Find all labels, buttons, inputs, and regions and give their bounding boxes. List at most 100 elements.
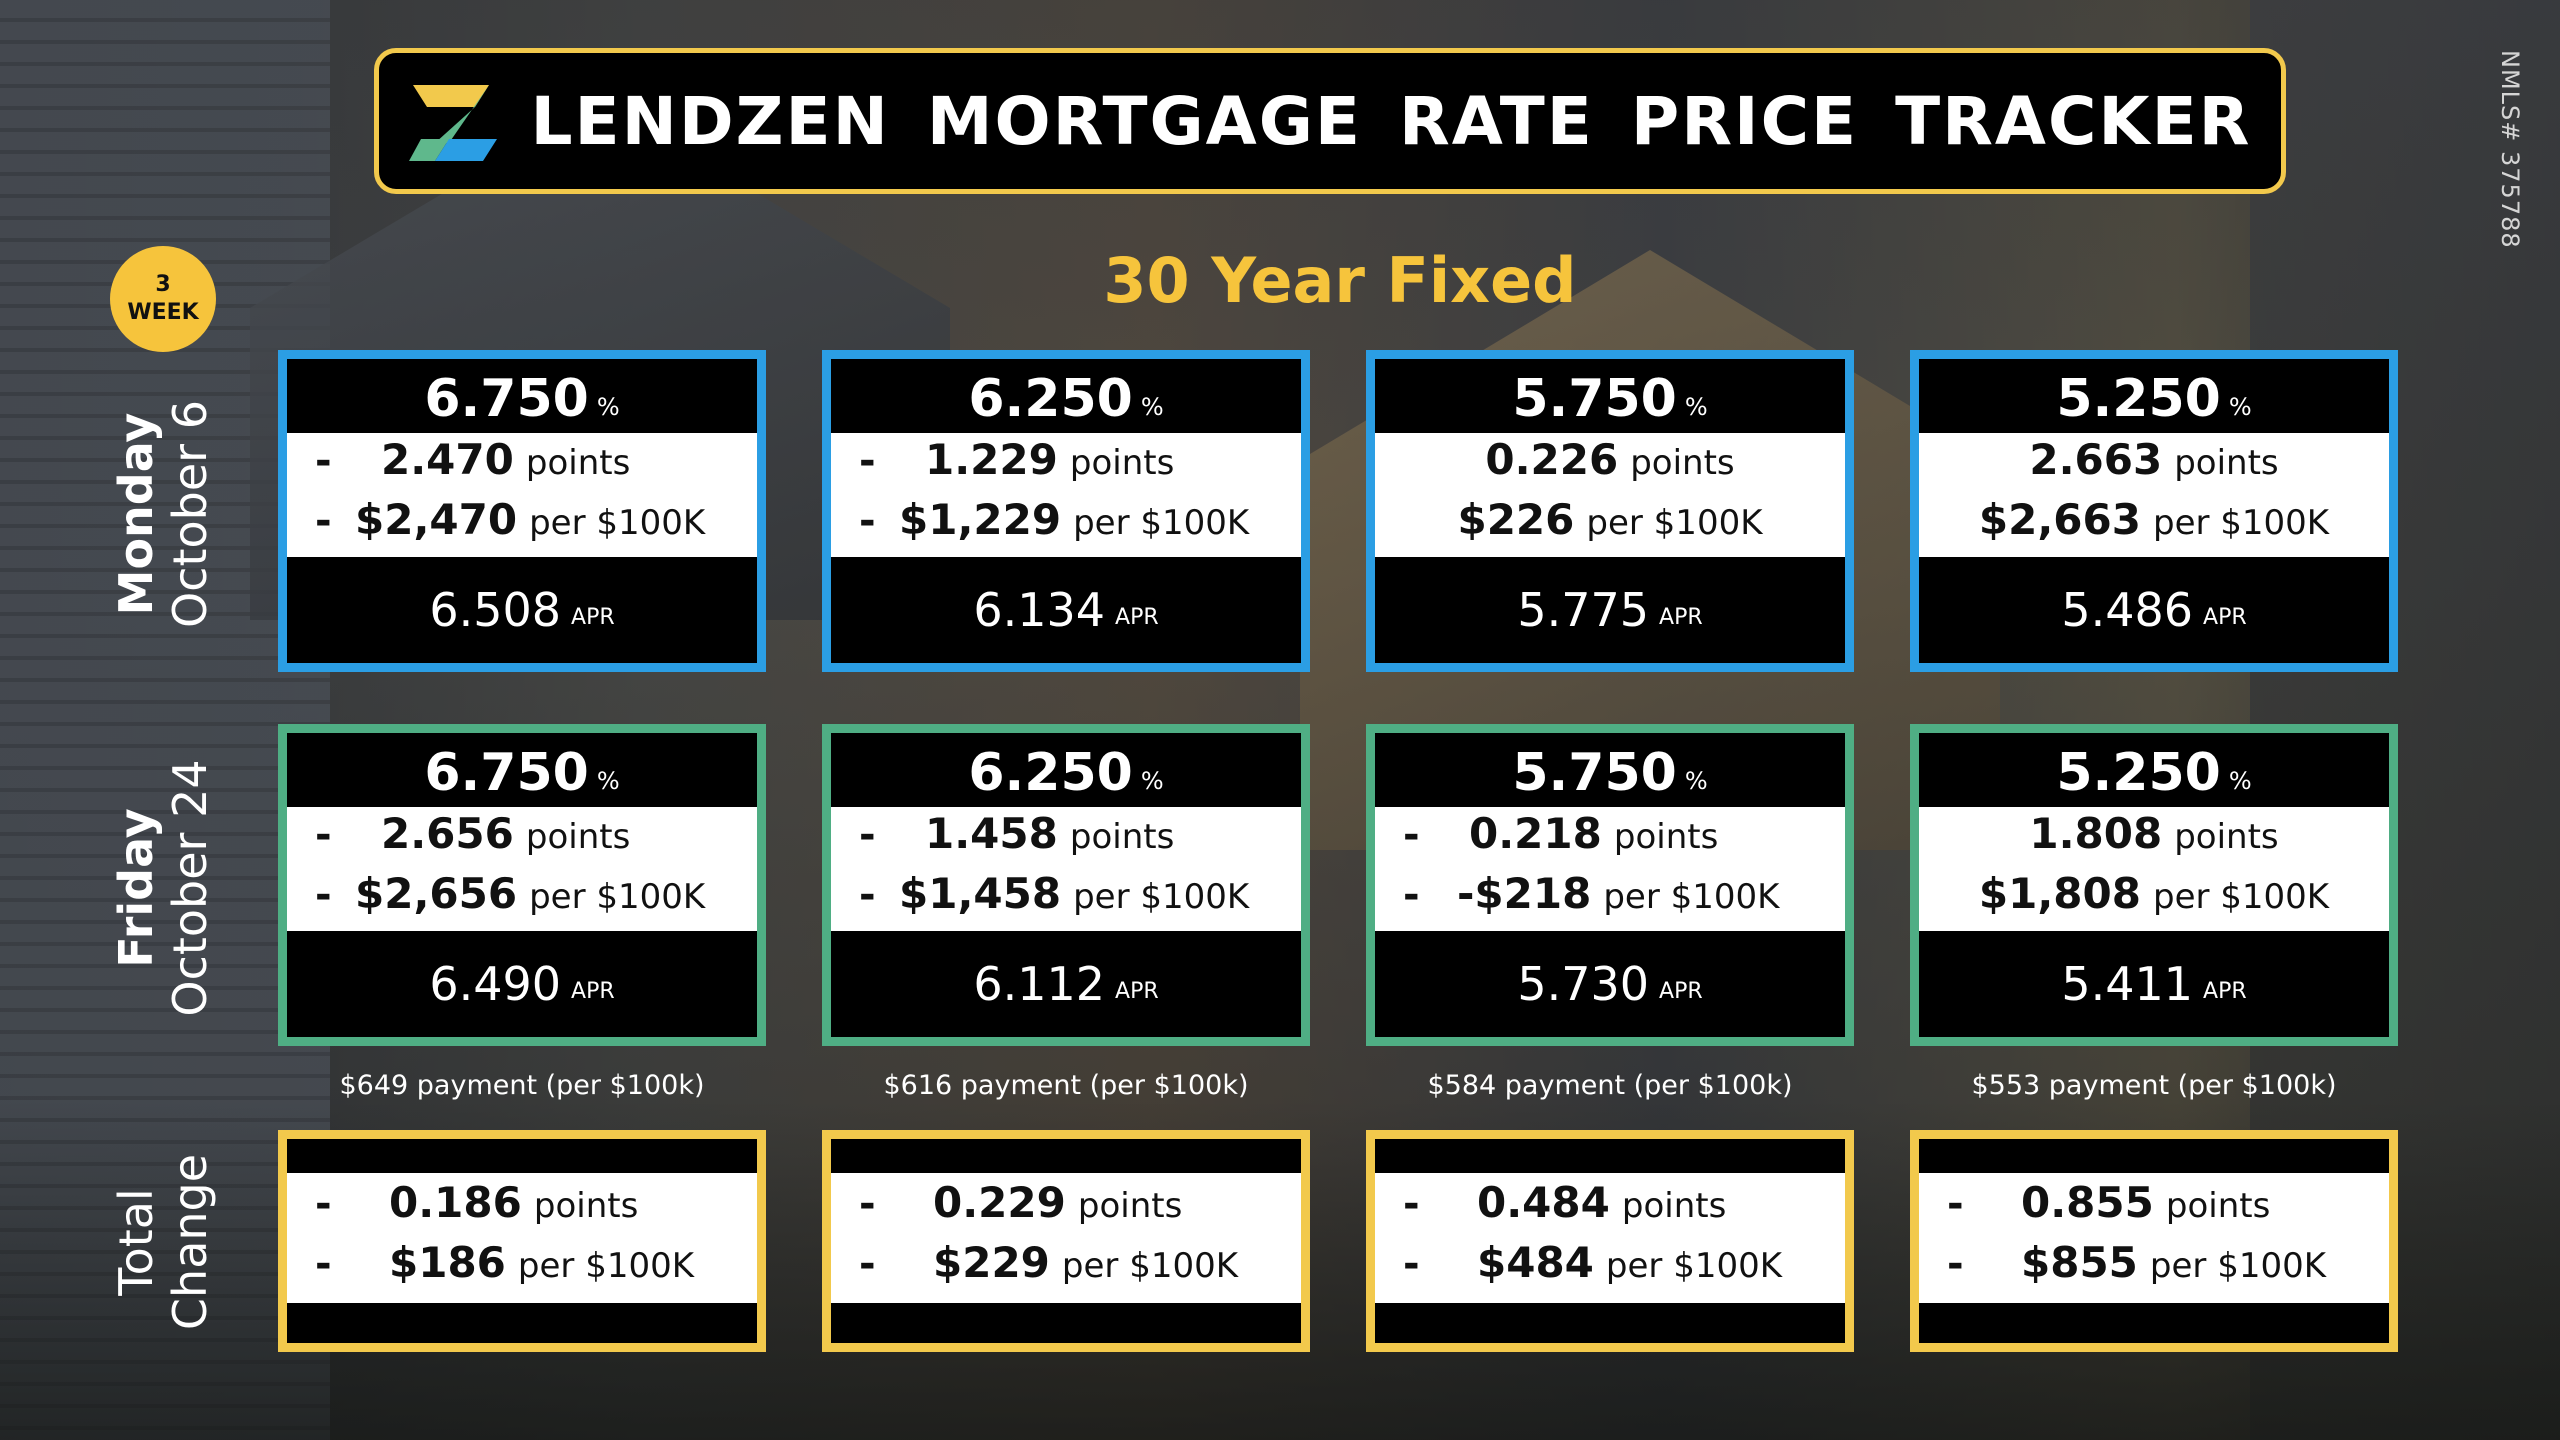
apr-label: APR bbox=[1115, 604, 1159, 630]
rate-header: 6.250% bbox=[831, 359, 1301, 433]
points-line: - 2.470 points bbox=[315, 435, 729, 495]
rate-header: 5.250% bbox=[1919, 359, 2389, 433]
points-line: - 0.186 points bbox=[315, 1178, 729, 1238]
points-line: - 0.229 points bbox=[859, 1178, 1273, 1238]
apr-value: 6.134 bbox=[973, 583, 1106, 637]
cost-unit: per $100K bbox=[1073, 503, 1250, 543]
rate-cost-panel: 2.663 points $2,663 per $100K bbox=[1919, 433, 2389, 557]
rate-cost-panel: - 1.229 points - $1,229 per $100K bbox=[831, 433, 1301, 557]
apr-value: 5.486 bbox=[2061, 583, 2194, 637]
cost-line: - $1,458 per $100K bbox=[859, 869, 1273, 929]
rate-cost-panel: - 2.656 points - $2,656 per $100K bbox=[287, 807, 757, 931]
loan-type-heading: 30 Year Fixed bbox=[1103, 244, 1577, 317]
points-sign: - bbox=[315, 1181, 332, 1227]
rate-card-monday: 5.250% 2.663 points $2,663 per $100K 5.486… bbox=[1910, 350, 2398, 672]
points-unit: points bbox=[525, 443, 631, 483]
points-line: 2.663 points bbox=[1947, 435, 2361, 495]
points-unit: points bbox=[2174, 443, 2279, 483]
cost-sign: - bbox=[859, 498, 876, 544]
apr-label: APR bbox=[2203, 978, 2247, 1004]
points-unit: points bbox=[1621, 1186, 1727, 1226]
points-line: 1.808 points bbox=[1947, 809, 2361, 869]
apr-line: 5.411 APR bbox=[1919, 931, 2389, 1037]
cost-sign: - bbox=[859, 1241, 876, 1287]
cost-unit: per $100K bbox=[1586, 503, 1763, 543]
cost-sign: - bbox=[859, 872, 876, 918]
cost-unit: per $100K bbox=[2152, 877, 2330, 917]
points-line: - 0.484 points bbox=[1403, 1178, 1817, 1238]
cost-value: $855 bbox=[2021, 1238, 2138, 1287]
apr-label: APR bbox=[2203, 604, 2247, 630]
points-value: 1.229 bbox=[925, 435, 1058, 484]
cost-value: $2,470 bbox=[355, 495, 518, 544]
points-value: 2.656 bbox=[381, 809, 514, 858]
points-line: 0.226 points bbox=[1403, 435, 1817, 495]
points-value: 0.218 bbox=[1469, 809, 1602, 858]
cost-unit: per $100K bbox=[2149, 1246, 2327, 1286]
cost-sign: - bbox=[315, 1241, 332, 1287]
cost-sign: - bbox=[315, 872, 332, 918]
apr-label: APR bbox=[1659, 604, 1703, 630]
apr-line: 6.508 APR bbox=[287, 557, 757, 663]
points-unit: points bbox=[2165, 1186, 2271, 1226]
rate-cost-panel: - 2.470 points - $2,470 per $100K bbox=[287, 433, 757, 557]
rate-percent-sign: % bbox=[596, 767, 620, 795]
rate-value: 5.750 bbox=[1512, 743, 1677, 803]
points-unit: points bbox=[1630, 443, 1735, 483]
points-unit: points bbox=[525, 817, 631, 857]
cost-value: $226 bbox=[1457, 495, 1575, 544]
apr-value: 6.508 bbox=[429, 583, 562, 637]
rate-header: 5.750% bbox=[1375, 733, 1845, 807]
points-value: 0.186 bbox=[389, 1178, 522, 1227]
row-label-change: Change bbox=[163, 1153, 217, 1331]
points-line: - 1.229 points bbox=[859, 435, 1273, 495]
points-sign: - bbox=[1947, 1181, 1964, 1227]
cost-sign: - bbox=[1403, 1241, 1420, 1287]
cost-unit: per $100K bbox=[529, 503, 706, 543]
apr-value: 5.730 bbox=[1517, 957, 1650, 1011]
row-label-day: Friday bbox=[109, 808, 163, 968]
payment-note: $584 payment (per $100k) bbox=[1427, 1070, 1793, 1101]
rate-header: 6.750% bbox=[287, 359, 757, 433]
apr-line: 5.775 APR bbox=[1375, 557, 1845, 663]
row-label-date: October 6 bbox=[163, 400, 217, 628]
change-panel: - 0.229 points - $229 per $100K bbox=[831, 1173, 1301, 1303]
cost-line: $226 per $100K bbox=[1403, 495, 1817, 555]
rate-card-friday: 5.750% - 0.218 points - -$218 per $100K 5.73… bbox=[1366, 724, 1854, 1046]
apr-line: 5.486 APR bbox=[1919, 557, 2389, 663]
rate-percent-sign: % bbox=[1140, 393, 1164, 421]
rate-value: 6.250 bbox=[968, 369, 1133, 429]
points-sign: - bbox=[859, 1181, 876, 1227]
points-sign: - bbox=[859, 812, 876, 858]
cost-unit: per $100K bbox=[1061, 1246, 1239, 1286]
cost-unit: per $100K bbox=[1603, 877, 1780, 917]
apr-line: 5.730 APR bbox=[1375, 931, 1845, 1037]
points-line: - 1.458 points bbox=[859, 809, 1273, 869]
points-line: - 2.656 points bbox=[315, 809, 729, 869]
cost-value: $484 bbox=[1477, 1238, 1594, 1287]
row-label-date: October 24 bbox=[163, 759, 217, 1017]
cost-sign: - bbox=[1947, 1241, 1964, 1287]
apr-line: 6.134 APR bbox=[831, 557, 1301, 663]
cost-value: -$218 bbox=[1457, 869, 1592, 918]
rate-percent-sign: % bbox=[1684, 393, 1708, 421]
points-value: 2.470 bbox=[381, 435, 514, 484]
points-value: 1.458 bbox=[925, 809, 1058, 858]
cost-unit: per $100K bbox=[1073, 877, 1250, 917]
rate-header: 5.250% bbox=[1919, 733, 2389, 807]
rate-percent-sign: % bbox=[596, 393, 620, 421]
week-badge: 3 WEEK bbox=[110, 246, 216, 352]
cost-line: $2,663 per $100K bbox=[1947, 495, 2361, 555]
points-unit: points bbox=[1613, 817, 1719, 857]
points-sign: - bbox=[1403, 812, 1420, 858]
rate-value: 5.250 bbox=[2056, 369, 2221, 429]
total-change-card: - 0.855 points - $855 per $100K bbox=[1910, 1130, 2398, 1352]
cost-line: $1,808 per $100K bbox=[1947, 869, 2361, 929]
rate-value: 6.750 bbox=[424, 743, 589, 803]
payment-note: $649 payment (per $100k) bbox=[339, 1070, 705, 1101]
cost-unit: per $100K bbox=[2152, 503, 2330, 543]
lendzen-logo-icon bbox=[408, 81, 497, 161]
rate-value: 6.750 bbox=[424, 369, 589, 429]
points-value: 0.229 bbox=[933, 1178, 1066, 1227]
cost-value: $2,656 bbox=[355, 869, 518, 918]
